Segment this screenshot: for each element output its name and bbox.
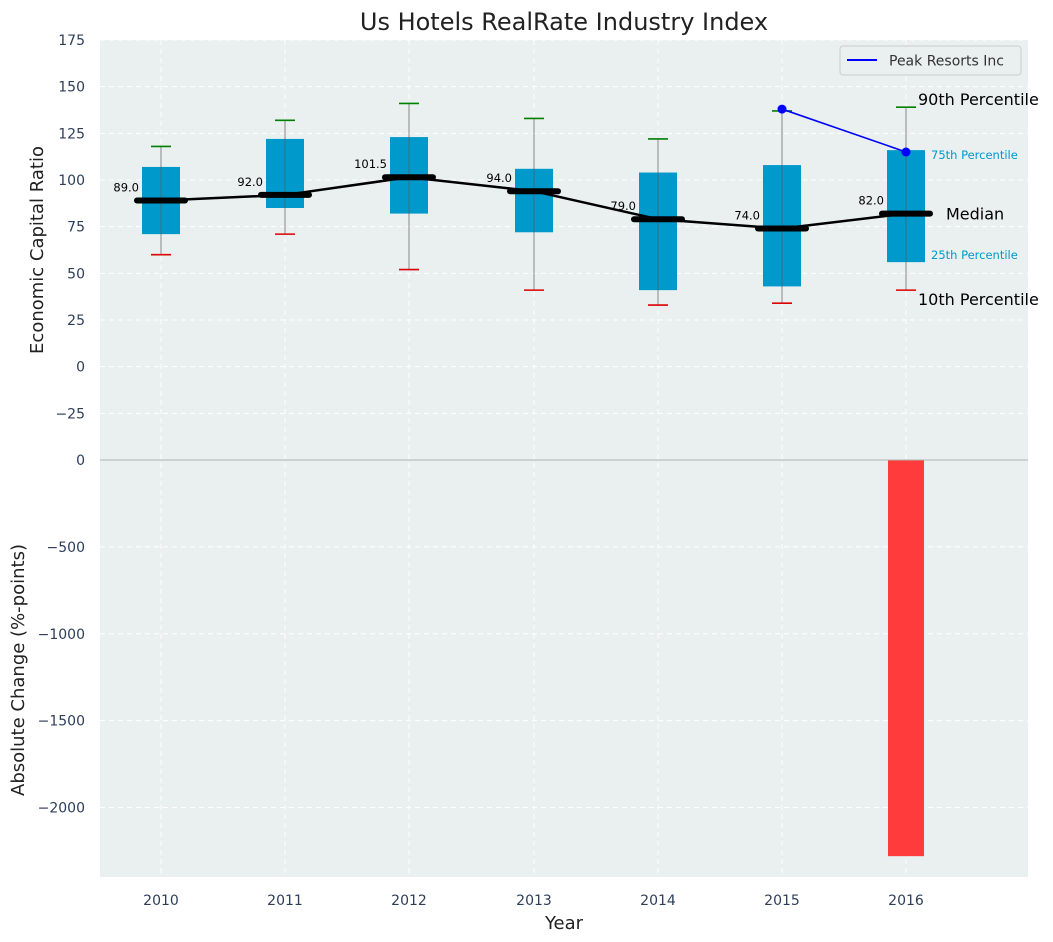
legend[interactable]: Peak Resorts Inc	[839, 45, 1022, 76]
median-value-label: 82.0	[858, 194, 884, 208]
y-tick-label: 0	[76, 360, 85, 376]
annotation-p90: 90th Percentile	[918, 90, 1039, 109]
top-y-axis-label: Economic Capital Ratio	[27, 146, 48, 354]
change-bars	[888, 460, 924, 857]
annotation-median: Median	[946, 205, 1004, 224]
median-markers	[134, 174, 933, 232]
top-grid	[100, 39, 1028, 414]
y-tick-label: −500	[47, 540, 85, 556]
y-tick-label: 75	[67, 220, 85, 236]
y-tick-label: −1000	[38, 627, 85, 643]
y-tick-label: 175	[58, 33, 85, 49]
company-point	[901, 147, 911, 157]
chart-title: Us Hotels RealRate Industry Index	[360, 8, 768, 36]
y-tick-label: 125	[58, 126, 85, 142]
median-labels: 89.0 92.0 101.5 94.0 79.0 74.0 82.0	[113, 157, 884, 222]
median-value-label: 101.5	[354, 157, 387, 171]
x-tick-label: 2016	[888, 893, 924, 909]
median-value-label: 94.0	[486, 171, 512, 185]
legend-label: Peak Resorts Inc	[889, 54, 1004, 70]
bottom-grid	[100, 40, 1028, 877]
company-series	[777, 104, 911, 157]
median-value-label: 79.0	[610, 199, 636, 213]
y-tick-label: −1500	[38, 714, 85, 730]
y-tick-label: 25	[67, 313, 85, 329]
x-tick-label: 2014	[640, 893, 676, 909]
y-tick-label: 150	[58, 80, 85, 96]
x-tick-label: 2011	[267, 893, 303, 909]
median-value-label: 89.0	[113, 181, 139, 195]
x-axis-label: Year	[544, 913, 584, 934]
annotation-p25: 25th Percentile	[931, 248, 1018, 262]
top-y-ticks: 175 150 125 100 75 50 25 0 −25	[55, 33, 85, 422]
y-tick-label: 100	[58, 173, 85, 189]
company-line	[781, 108, 907, 153]
x-ticks: 2010 2011 2012 2013 2014 2015 2016	[143, 893, 924, 909]
annotation-p75: 75th Percentile	[931, 148, 1018, 162]
median-value-label: 92.0	[237, 175, 263, 189]
median-value-label: 74.0	[734, 209, 760, 223]
x-tick-label: 2013	[516, 893, 552, 909]
change-bar	[888, 460, 924, 857]
legend-box	[839, 45, 1022, 76]
top-plot-background	[100, 40, 1028, 460]
y-tick-label: −25	[55, 406, 85, 422]
x-tick-label: 2015	[764, 893, 800, 909]
y-tick-label: 0	[76, 453, 85, 469]
percentile-annotations: 90th Percentile 75th Percentile Median 25th…	[918, 90, 1039, 309]
bottom-y-ticks: 0 −500 −1000 −1500 −2000	[38, 453, 85, 817]
x-tick-label: 2010	[143, 893, 179, 909]
bottom-y-axis-label: Absolute Change (%-points)	[8, 544, 29, 796]
y-tick-label: −2000	[38, 801, 85, 817]
company-point	[777, 104, 787, 114]
annotation-p10: 10th Percentile	[918, 290, 1039, 309]
y-tick-label: 50	[67, 266, 85, 282]
x-tick-label: 2012	[391, 893, 427, 909]
